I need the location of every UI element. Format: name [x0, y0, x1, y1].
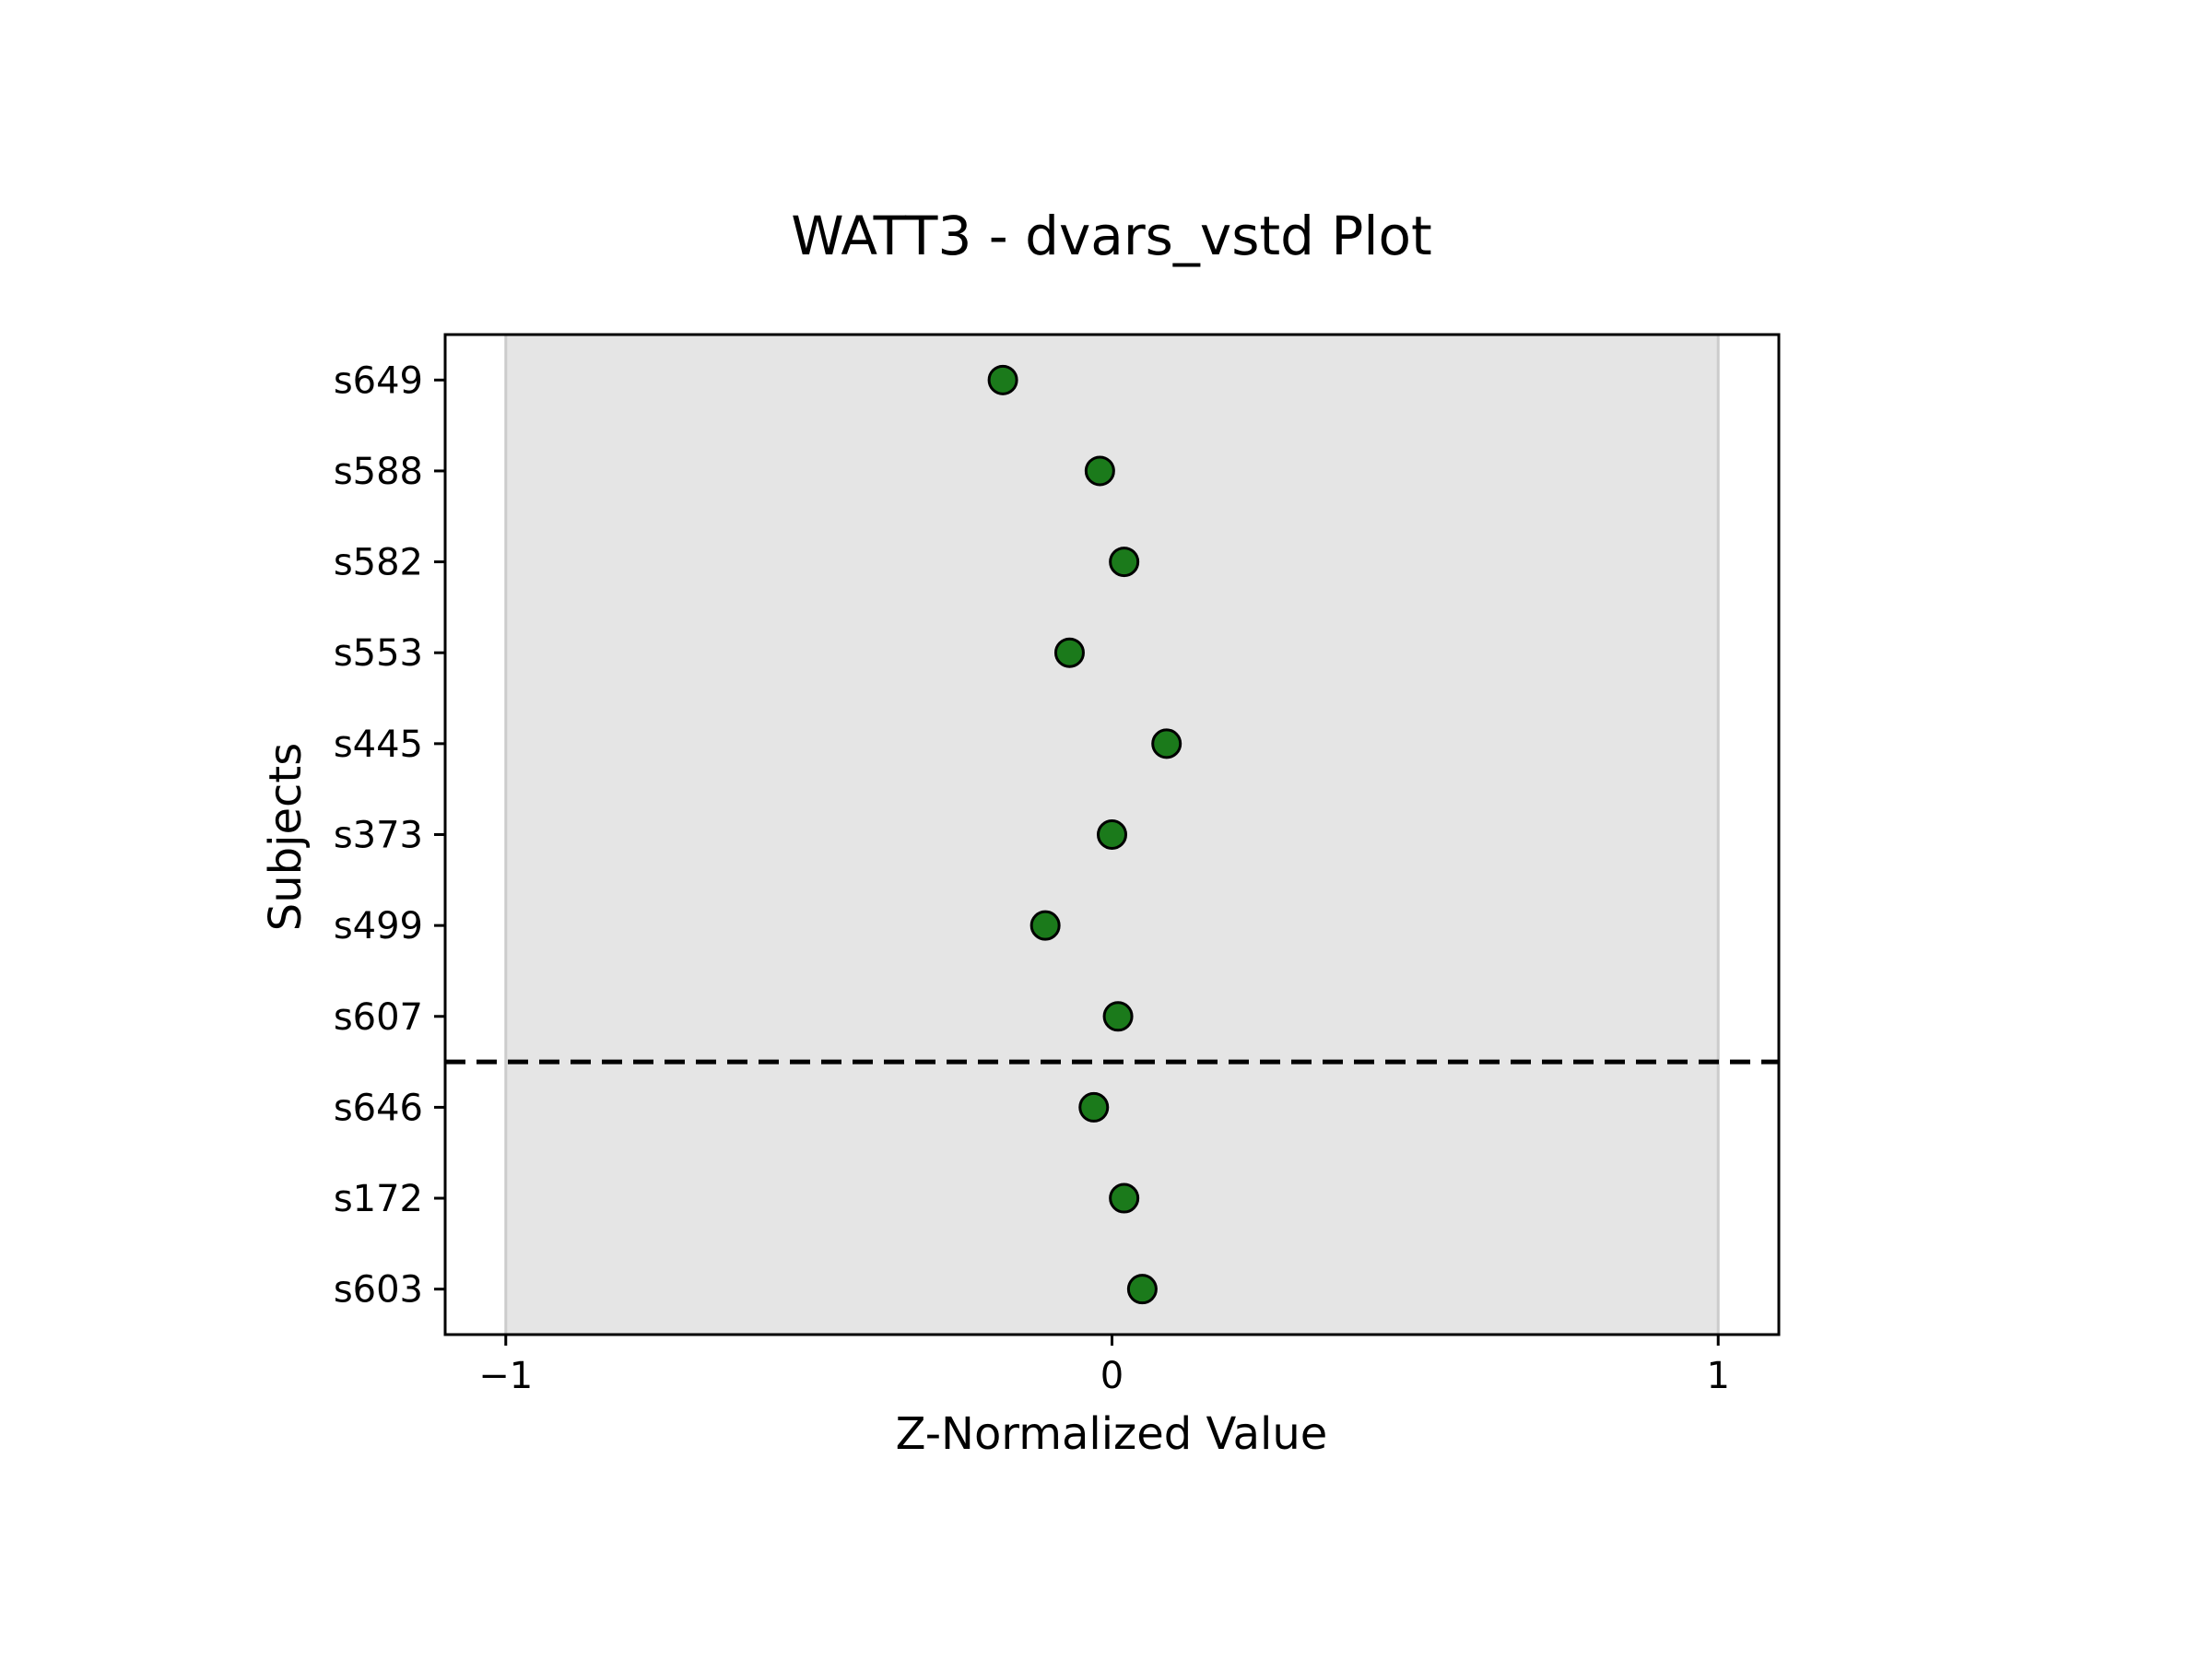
y-tick-label-s445: s445: [334, 724, 423, 766]
data-point-s588: [1084, 455, 1115, 487]
y-tick-label-s499: s499: [334, 905, 423, 947]
x-tick-label-2: 1: [1707, 1355, 1730, 1397]
y-tick-label-s607: s607: [334, 996, 423, 1039]
data-point-s607: [1102, 1001, 1134, 1032]
data-point-s445: [1151, 728, 1182, 759]
data-point-s553: [1053, 637, 1085, 668]
y-tick-label-s649: s649: [334, 359, 423, 402]
data-point-s499: [1030, 910, 1061, 941]
y-tick-label-s646: s646: [334, 1087, 423, 1129]
y-tick-label-s588: s588: [334, 451, 423, 493]
y-axis-label: Subjects: [260, 743, 312, 931]
data-point-s646: [1078, 1091, 1110, 1123]
y-tick-label-s603: s603: [334, 1269, 423, 1312]
y-tick-label-s172: s172: [334, 1178, 423, 1220]
x-tick-label-0: −1: [478, 1355, 533, 1397]
data-point-s649: [987, 364, 1018, 395]
data-point-s582: [1109, 547, 1140, 578]
y-tick-label-s582: s582: [334, 542, 423, 584]
data-point-s603: [1126, 1274, 1158, 1305]
y-tick-label-s553: s553: [334, 632, 423, 675]
chart-title: WATT3 - dvars_vstd Plot: [791, 205, 1432, 267]
data-point-s172: [1109, 1182, 1140, 1214]
x-tick-label-1: 0: [1100, 1355, 1124, 1397]
plot-area: s649 s588 s582 s553 s445 s373 s499 s607 s646 s172…: [334, 333, 1781, 1397]
data-point-s373: [1097, 819, 1127, 850]
y-tick-label-s373: s373: [334, 815, 423, 857]
x-axis-label: Z-Normalized Value: [896, 1408, 1328, 1460]
